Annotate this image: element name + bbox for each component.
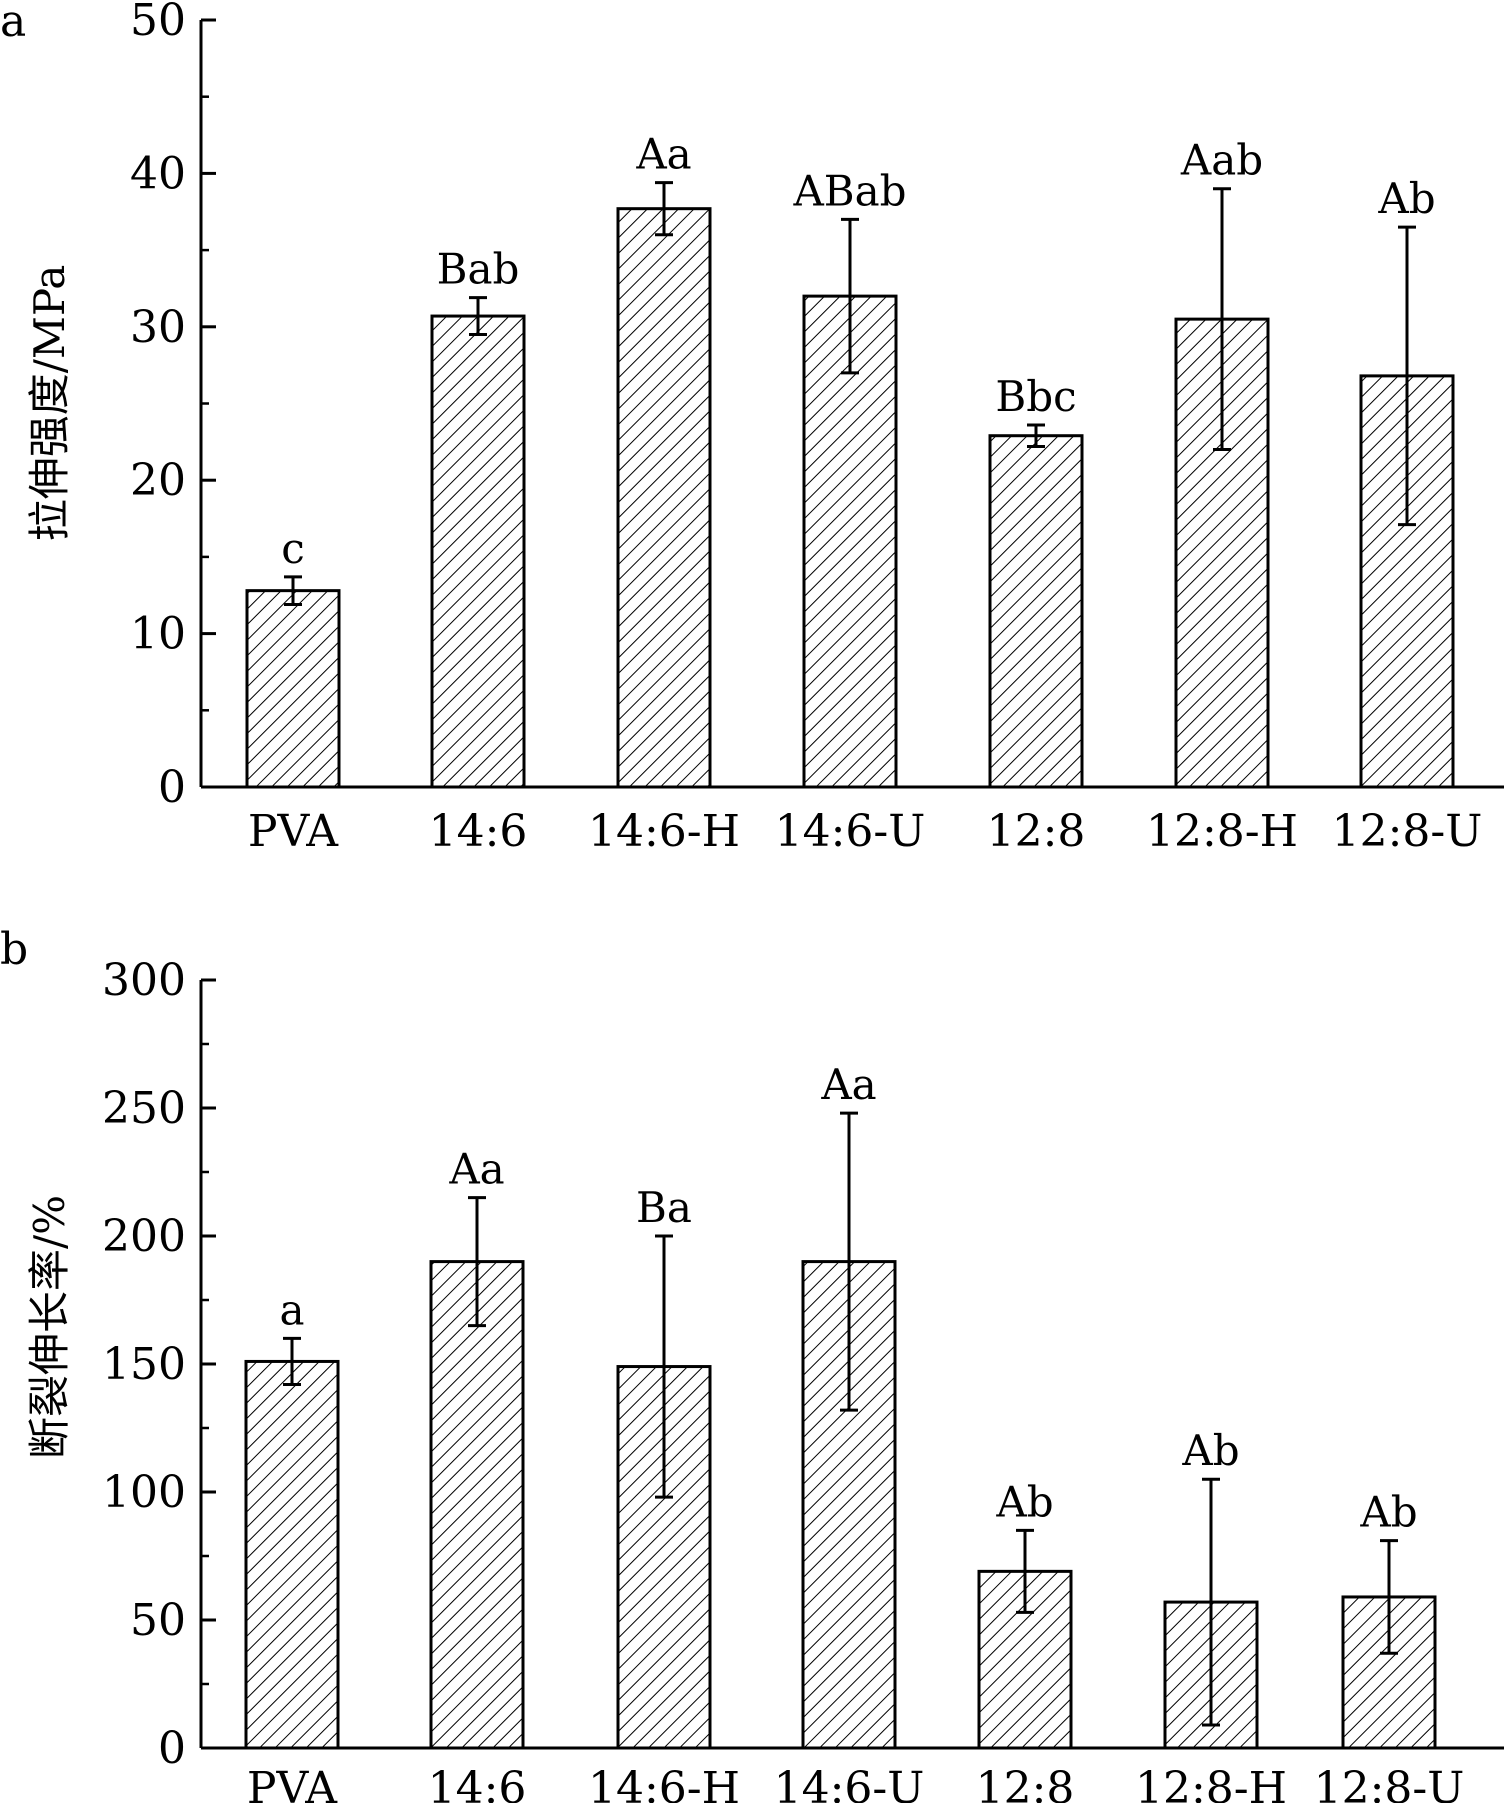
panel-a-significance-label: c [281,524,305,573]
panel-b-significance-label: Ab [995,1477,1053,1526]
panel-a-chart: a 拉伸强度/MPa 0 10 20 30 40 50 c PVA Bab 14:6 Aa 14:6… [0,0,1504,857]
panel-b-axes: 0 50 100 150 200 250 300 [102,955,1504,1774]
panel-a-y-tick-label: 40 [130,148,186,199]
panel-b-y-tick-label: 200 [102,1211,186,1262]
panel-b-significance-label: Aa [820,1060,876,1109]
panel-a-category-label: PVA [248,806,339,857]
panel-a-bar [988,434,1084,789]
panel-b-category-label: 12:8-H [1135,1763,1287,1803]
panel-b-bar [977,1569,1073,1750]
panel-a-category-label: 12:8-H [1146,806,1298,857]
panel-b-significance-label: Aa [448,1145,504,1194]
panel-a-significance-label: Bab [437,245,520,294]
panel-b-significance-label: Ab [1359,1488,1417,1537]
panel-b-significance-label: Ba [636,1183,692,1232]
panel-a-significance-label: Bbc [995,372,1076,421]
panel-b-y-tick-label: 100 [102,1467,186,1518]
panel-b-significance-label: Ab [1181,1426,1239,1475]
panel-b-significance-label: a [279,1285,304,1334]
panel-a-label: a [0,0,26,47]
panel-a-y-tick-label: 20 [130,455,186,506]
panel-b-category-label: PVA [247,1763,338,1803]
panel-a-y-tick-label: 30 [130,302,186,353]
panel-a-bar [245,589,341,789]
panel-b-y-tick-label: 50 [130,1595,186,1646]
panel-b-y-tick-label: 300 [102,955,186,1006]
panel-a-y-tick-label: 0 [158,762,186,813]
panel-b-category-label: 14:6 [428,1763,527,1803]
panel-b-bars [244,1111,1437,1750]
panel-a-bar [430,314,526,789]
panel-b-y-axis-title: 断裂伸长率/% [25,1195,74,1459]
panel-b-bar [244,1359,340,1750]
panel-a-significance-label: Aa [635,130,691,179]
panel-b-chart: b 断裂伸长率/% 0 50 100 150 200 250 300 a PVA Aa 14:6 B… [0,924,1504,1803]
panel-a-category-label: 14:6-U [775,806,926,857]
panel-a-category-label: 12:8 [987,806,1086,857]
panel-a-significance-label: ABab [792,166,906,215]
panel-b-y-tick-label: 0 [158,1723,186,1774]
panel-b-bar [429,1260,525,1750]
panel-a-bar [802,294,898,789]
panel-a-bars [245,181,1455,789]
panel-b-category-label: 12:8 [976,1763,1075,1803]
panel-b-category-label: 14:6-U [774,1763,925,1803]
panel-a-y-tick-label: 50 [130,0,186,46]
panel-a-bar [616,207,712,789]
panel-a-category-label: 12:8-U [1332,806,1483,857]
panel-b-category-label: 12:8-U [1314,1763,1465,1803]
panel-b-y-tick-label: 150 [102,1339,186,1390]
panel-a-labels: c PVA Bab 14:6 Aa 14:6-H ABab 14:6-U Bbc 12:8 Aab 1… [248,130,1482,857]
panel-a-axes: 0 10 20 30 40 50 [130,0,1504,813]
panel-a-category-label: 14:6-H [588,806,740,857]
panel-a-y-tick-label: 10 [130,609,186,660]
panel-a-significance-label: Ab [1377,174,1435,223]
panel-b-category-label: 14:6-H [588,1763,740,1803]
panel-b-y-tick-label: 250 [102,1083,186,1134]
panel-a-significance-label: Aab [1180,136,1263,185]
panel-a-y-axis-title: 拉伸强度/MPa [25,265,74,542]
panel-b-labels: a PVA Aa 14:6 Ba 14:6-H Aa 14:6-U Ab 12:8 Ab 12:8-H… [247,1060,1464,1803]
panel-b-label: b [0,924,28,975]
panel-a-category-label: 14:6 [429,806,528,857]
